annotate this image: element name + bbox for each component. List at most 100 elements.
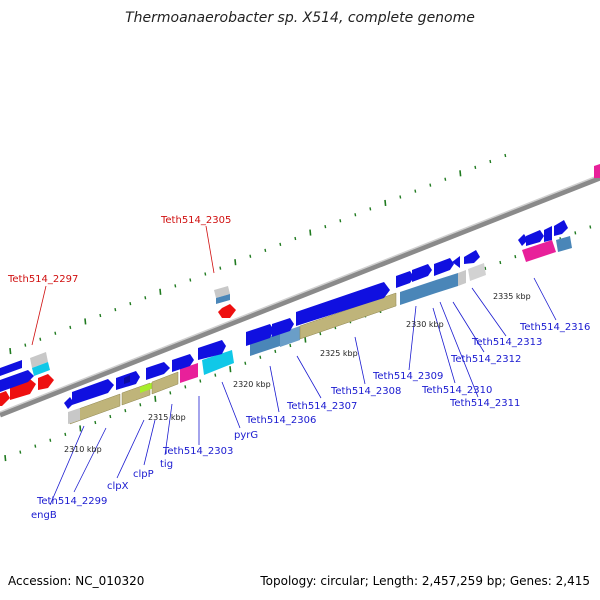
- gene-blue-6[interactable]: [146, 362, 170, 380]
- tick-mark: [244, 361, 247, 365]
- leader-clpx: [116, 419, 145, 479]
- gene-clpp-green[interactable]: [140, 382, 154, 393]
- gene-teth514-2305-red[interactable]: [218, 304, 236, 318]
- gene-cyan-2[interactable]: [32, 362, 50, 376]
- label-pyrg[interactable]: pyrG: [234, 430, 258, 441]
- gene-gray-2[interactable]: [458, 270, 466, 286]
- tick-mark: [49, 438, 52, 442]
- tick-mark: [589, 225, 592, 229]
- gene-blue-18[interactable]: [544, 226, 552, 242]
- gene-teth514-2309-steel[interactable]: [400, 280, 436, 305]
- tick-mark: [499, 260, 502, 265]
- gene-blue-1[interactable]: [0, 360, 22, 376]
- tick-mark: [159, 288, 162, 295]
- label-teth514-2305[interactable]: Teth514_2305: [160, 215, 231, 226]
- tick-mark: [214, 373, 217, 377]
- label-teth514-2313[interactable]: Teth514_2313: [471, 337, 542, 348]
- gene-gray-1[interactable]: [68, 408, 80, 424]
- label-teth514-2311[interactable]: Teth514_2311: [449, 398, 520, 409]
- gene-blue-11[interactable]: [396, 271, 414, 288]
- leader-teth514-2308: [354, 336, 366, 385]
- label-teth514-2310[interactable]: Teth514_2310: [421, 385, 492, 396]
- gene-blue-14[interactable]: [452, 256, 460, 268]
- gene-blue-13[interactable]: [434, 258, 454, 276]
- gene-steel-3[interactable]: [556, 236, 572, 252]
- tick-mark: [124, 408, 127, 413]
- gene-blue-12[interactable]: [412, 264, 432, 282]
- gene-blue-3[interactable]: [72, 379, 114, 405]
- gene-blue-17[interactable]: [526, 230, 544, 246]
- gene-blue-19[interactable]: [554, 220, 568, 236]
- tick-mark: [99, 313, 102, 318]
- tick-mark: [129, 302, 132, 306]
- tick-mark: [184, 385, 187, 389]
- gene-blue-15[interactable]: [464, 250, 480, 264]
- gene-red-1[interactable]: [0, 391, 10, 406]
- tick-mark: [79, 425, 82, 432]
- scale-label-2325: 2325 kbp: [320, 349, 358, 358]
- label-teth514-2316[interactable]: Teth514_2316: [519, 322, 590, 333]
- label-teth514-2303[interactable]: Teth514_2303: [162, 446, 233, 457]
- scale-label-2320: 2320 kbp: [233, 380, 271, 389]
- gene-steel-4[interactable]: [216, 294, 230, 304]
- gene-teth514-2306-steel[interactable]: [250, 333, 280, 356]
- label-teth514-2297[interactable]: Teth514_2297: [7, 274, 78, 285]
- tick-mark: [429, 183, 432, 187]
- gene-blue-16[interactable]: [518, 234, 528, 246]
- label-clpp[interactable]: clpP: [133, 469, 154, 480]
- gene-teth514-2307-blue[interactable]: [296, 282, 390, 326]
- label-teth514-2309[interactable]: Teth514_2309: [372, 371, 443, 382]
- gene-blue-9[interactable]: [246, 324, 274, 346]
- gene-tig-khaki[interactable]: [151, 371, 179, 395]
- genome-backbone: [0, 175, 600, 418]
- map-title: Thermoanaerobacter sp. X514, complete ge…: [125, 10, 475, 26]
- tick-mark: [444, 177, 447, 181]
- label-teth514-2312[interactable]: Teth514_2312: [450, 354, 521, 365]
- tick-mark: [399, 195, 402, 199]
- gene-pyrg-cyan[interactable]: [202, 350, 234, 375]
- leader-teth514-2312: [452, 301, 485, 353]
- leader-pyrg: [221, 381, 241, 429]
- gene-red-3[interactable]: [38, 374, 54, 390]
- gene-blue-8[interactable]: [198, 340, 226, 360]
- tick-mark: [109, 414, 112, 419]
- tick-mark: [264, 248, 267, 252]
- tick-mark: [384, 199, 387, 207]
- label-engb[interactable]: engB: [31, 510, 57, 521]
- gene-teth514-2297-blue[interactable]: [64, 397, 74, 409]
- tick-mark: [574, 231, 577, 235]
- leader-teth514-2297: [31, 285, 47, 346]
- gene-magenta-outer[interactable]: [594, 164, 600, 178]
- gene-teth514-2303-magenta[interactable]: [180, 363, 198, 383]
- gene-blue-7[interactable]: [172, 354, 194, 372]
- gene-gray-4[interactable]: [214, 286, 230, 298]
- label-clpx[interactable]: clpX: [107, 481, 129, 492]
- leader-clpp: [143, 419, 156, 466]
- gene-teth514-2316-magenta[interactable]: [522, 240, 556, 262]
- tick-mark: [169, 391, 172, 395]
- label-teth514-2307[interactable]: Teth514_2307: [286, 401, 357, 412]
- label-teth514-2299[interactable]: Teth514_2299: [36, 496, 107, 507]
- tick-mark: [139, 403, 142, 407]
- gene-blue-2[interactable]: [0, 370, 34, 392]
- gene-teth514-2310-steel[interactable]: [436, 273, 458, 293]
- tick-mark: [219, 266, 222, 270]
- tick-mark: [304, 336, 307, 343]
- tick-mark: [354, 213, 357, 217]
- label-tig[interactable]: tig: [160, 459, 173, 470]
- label-teth514-2308[interactable]: Teth514_2308: [330, 386, 401, 397]
- tick-mark: [154, 395, 157, 402]
- leader-teth514-2313: [471, 287, 507, 337]
- gene-teth514-2312-gray[interactable]: [468, 263, 486, 281]
- gene-blue-10[interactable]: [272, 318, 294, 337]
- gene-gray-3[interactable]: [30, 352, 48, 368]
- isolated-features: [214, 286, 236, 318]
- leader-tig: [164, 403, 173, 456]
- leader-teth514-2306: [269, 365, 280, 413]
- genome-backbone-highlight: [0, 174, 600, 413]
- label-teth514-2306[interactable]: Teth514_2306: [245, 415, 316, 426]
- gene-blue-5[interactable]: [124, 375, 130, 384]
- gene-labels: Teth514_2297 Teth514_2305 engB Teth514_2…: [7, 215, 590, 521]
- tick-mark: [259, 355, 262, 359]
